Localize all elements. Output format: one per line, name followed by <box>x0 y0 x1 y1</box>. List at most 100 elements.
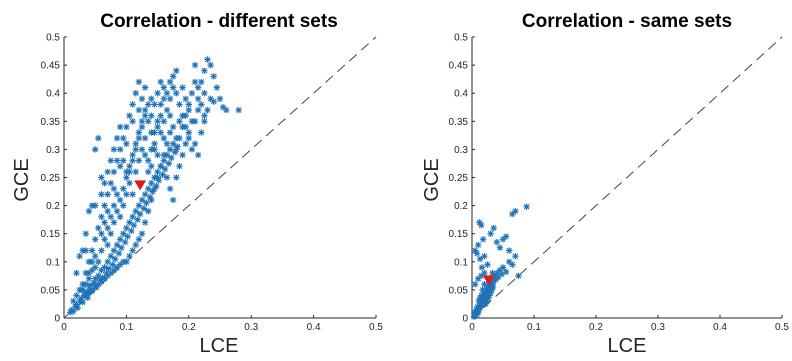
scatter-point <box>134 216 141 223</box>
scatter-point <box>490 224 497 232</box>
scatter-point <box>176 101 183 108</box>
scatter-point <box>95 281 102 288</box>
y-tick-label: 0.1 <box>46 257 60 268</box>
scatter-point <box>157 78 164 86</box>
scatter-point <box>110 146 118 153</box>
scatter-point <box>98 230 105 237</box>
scatter-point <box>143 199 150 206</box>
scatter-point <box>502 268 510 276</box>
scatter-point <box>151 129 158 136</box>
scatter-point <box>111 255 119 263</box>
scatter-point <box>109 261 116 268</box>
scatter-point <box>116 196 124 204</box>
x-tick-label: 0.4 <box>713 322 727 333</box>
scatter-point <box>163 106 171 114</box>
scatter-point <box>166 146 174 153</box>
scatter-point <box>191 61 199 69</box>
scatter-point <box>120 230 127 237</box>
scatter-point <box>173 90 180 97</box>
scatter-point <box>160 157 168 164</box>
chart-title: Correlation - different sets <box>100 11 338 32</box>
scatter-point <box>188 90 196 97</box>
scatter-point <box>151 140 158 147</box>
y-tick-label: 0.5 <box>454 33 468 44</box>
scatter-point <box>92 146 99 153</box>
scatter-point <box>191 78 199 86</box>
scatter-point <box>113 191 121 198</box>
scatter-point <box>129 213 136 221</box>
scatter-point <box>129 101 136 108</box>
scatter-point <box>113 241 121 249</box>
scatter-point <box>154 123 161 131</box>
y-tick-label: 0.05 <box>41 285 61 296</box>
scatter-point <box>116 213 124 221</box>
scatter-point <box>98 191 105 198</box>
scatter-point <box>76 252 83 260</box>
scatter-point <box>515 272 522 280</box>
scatter-point <box>92 236 99 243</box>
scatter-point <box>110 202 118 209</box>
scatter-point <box>154 168 161 176</box>
x-tick-label: 0.1 <box>119 322 133 333</box>
scatter-point <box>188 118 196 125</box>
scatter-point <box>157 129 164 136</box>
scatter-point <box>148 146 155 153</box>
scatter-point <box>194 106 202 114</box>
scatter-point <box>166 95 174 103</box>
x-tick-label: 0 <box>469 322 475 333</box>
y-tick-label: 0.35 <box>41 117 61 128</box>
scatter-point <box>92 252 99 260</box>
scatter-point <box>168 154 175 162</box>
mean-marker <box>134 180 147 191</box>
scatter-point <box>85 208 93 215</box>
scatter-point <box>159 171 166 178</box>
scatter-point <box>135 157 143 164</box>
scatter-point <box>138 146 146 153</box>
scatter-point <box>148 95 155 103</box>
scatter-point <box>116 146 124 153</box>
scatter-point <box>98 213 105 221</box>
scatter-point <box>138 230 146 237</box>
scatter-point <box>74 304 81 312</box>
scatter-point <box>223 106 230 114</box>
scatter-point <box>88 267 96 274</box>
scatter-point <box>210 98 217 105</box>
scatter-point <box>148 112 155 119</box>
scatter-point <box>124 233 131 240</box>
y-tick-label: 0.3 <box>46 145 60 156</box>
scatter-point <box>474 303 481 310</box>
scatter-point <box>204 56 211 63</box>
scatter-point <box>79 299 86 306</box>
scatter-point <box>126 112 133 119</box>
scatter-point <box>110 219 118 226</box>
y-tick-label: 0.25 <box>41 173 61 184</box>
y-tick-label: 0.35 <box>449 117 469 128</box>
scatter-point <box>123 191 130 198</box>
scatter-point <box>145 118 152 125</box>
scatter-point <box>88 258 96 265</box>
scatter-point <box>95 134 102 142</box>
scatter-point <box>166 112 174 119</box>
y-axis-label: GCE <box>11 158 33 201</box>
scatter-point <box>163 174 171 181</box>
scatter-point <box>82 281 90 288</box>
scatter-point <box>92 202 99 209</box>
scatter-point <box>201 118 208 125</box>
scatter-point <box>98 174 105 181</box>
scatter-point <box>116 236 124 243</box>
scatter-point <box>126 219 133 226</box>
scatter-point <box>120 185 127 192</box>
x-tick-label: 0.2 <box>182 322 196 333</box>
scatter-point <box>160 118 168 125</box>
scatter-point <box>135 202 143 209</box>
scatter-point <box>107 230 114 237</box>
scatter-point <box>173 174 180 181</box>
identity-reference-line <box>63 36 377 319</box>
scatter-point <box>135 129 143 136</box>
scatter-point <box>185 134 192 142</box>
scatter-point <box>132 146 139 153</box>
y-tick-label: 0.15 <box>41 229 61 240</box>
scatter-point <box>151 185 158 192</box>
y-tick-label: 0.15 <box>449 229 469 240</box>
scatter-point <box>126 179 133 187</box>
